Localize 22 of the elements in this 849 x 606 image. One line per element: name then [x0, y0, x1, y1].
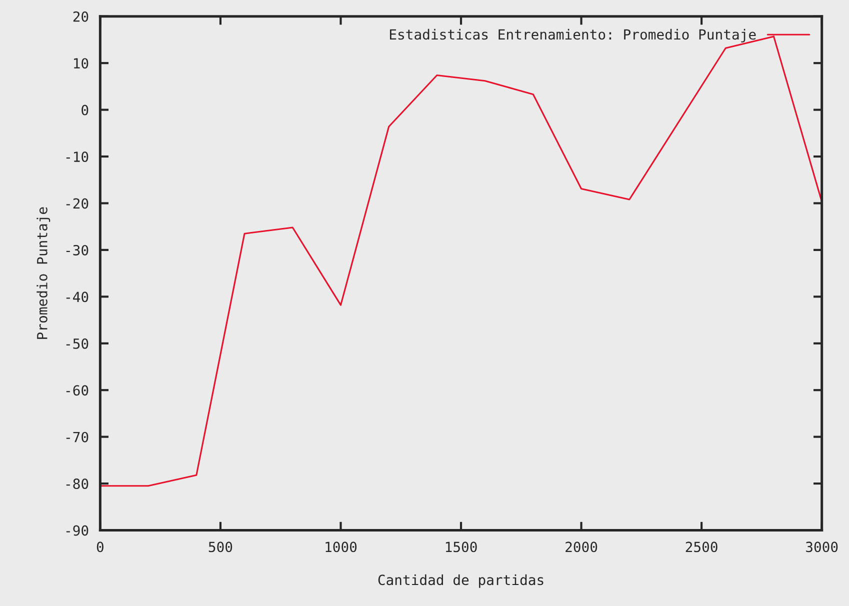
x-tick-label: 2000 [566, 542, 598, 552]
x-tick-label: 500 [208, 542, 232, 552]
y-tick-label: -70 [66, 432, 88, 442]
y-tick-label: -20 [66, 198, 88, 209]
x-tick-label: 2500 [686, 542, 718, 552]
x-tick-label: 1500 [446, 542, 477, 552]
y-tick-label: -30 [66, 244, 88, 256]
y-tick-label: 20 [73, 11, 88, 22]
y-tick-label: 0 [82, 104, 88, 116]
y-axis-title: Promedio Puntaje [36, 207, 50, 339]
x-tick-label: 3000 [806, 542, 838, 552]
x-axis-title: Cantidad de partidas [378, 574, 544, 588]
y-tick-label: -80 [66, 478, 88, 490]
legend-label: Estadisticas Entrenamiento: Promedio Puntaje [390, 28, 756, 42]
y-tick-label: -90 [66, 525, 88, 536]
y-tick-label: -10 [66, 152, 88, 162]
x-tick-label: 1000 [326, 542, 357, 552]
y-tick-label: -60 [66, 385, 88, 396]
y-tick-label: 10 [74, 58, 88, 69]
y-tick-label: -40 [66, 292, 88, 302]
x-tick-label: 0 [96, 542, 104, 552]
y-tick-label: -50 [66, 338, 88, 349]
